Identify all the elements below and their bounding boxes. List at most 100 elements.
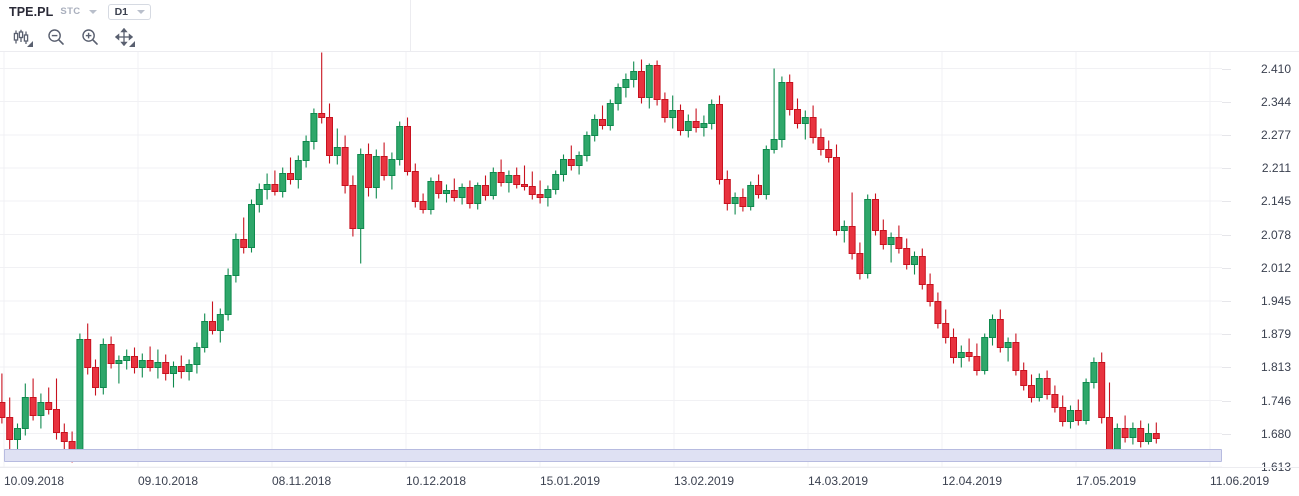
- candlestick: [29, 378, 37, 421]
- candlestick: [833, 144, 840, 236]
- candlestick: [794, 98, 801, 129]
- candlestick: [731, 192, 739, 215]
- candlestick: [365, 143, 372, 197]
- candlestick: [279, 167, 287, 198]
- price-tick-label: 1.879: [1260, 327, 1291, 341]
- timeframe-selector[interactable]: D1: [107, 3, 151, 20]
- date-tick-label: 12.04.2019: [942, 474, 1003, 488]
- candlestick: [357, 148, 365, 264]
- candlestick: [996, 309, 1004, 353]
- price-tick-dash: [1222, 68, 1231, 70]
- candlestick: [201, 313, 209, 353]
- candlestick: [528, 171, 536, 200]
- date-tick-label: 10.12.2018: [406, 474, 467, 488]
- candlestick: [443, 184, 450, 203]
- date-tick-label: 10.09.2018: [4, 474, 65, 488]
- symbol-label: TPE.PL: [9, 4, 54, 19]
- candlestick: [903, 238, 911, 270]
- candlestick: [513, 167, 521, 189]
- pan-move-icon[interactable]: [113, 26, 135, 48]
- candlestick: [53, 378, 60, 440]
- date-tick-label: 15.01.2019: [540, 474, 601, 488]
- candlestick: [700, 115, 708, 137]
- candlestick: [739, 188, 747, 212]
- candlestick: [583, 131, 591, 162]
- candlestick: [965, 338, 973, 362]
- price-tick-label: 1.813: [1260, 360, 1291, 374]
- candlestick: [1137, 420, 1145, 448]
- candlestick: [591, 114, 599, 142]
- candlestick: [123, 349, 131, 370]
- candlestick: [84, 323, 92, 375]
- candlestick: [716, 95, 723, 185]
- candlestick: [560, 154, 567, 182]
- candlestick: [326, 103, 333, 164]
- candlestick: [209, 301, 216, 335]
- candlestick: [552, 170, 560, 195]
- candlestick: [1082, 378, 1090, 425]
- candlestick: [193, 342, 201, 374]
- candlestick: [1090, 357, 1098, 389]
- toolbar-divider: [0, 51, 1299, 52]
- candlestick: [1129, 422, 1137, 445]
- chart-header: TPE.PL STC D1: [0, 0, 1299, 23]
- candlestick: [450, 178, 458, 202]
- candlestick: [864, 194, 872, 279]
- date-axis-line: [0, 467, 1299, 468]
- candlestick: [341, 135, 349, 194]
- candlestick: [645, 63, 653, 109]
- candlestick: [840, 220, 848, 243]
- chart-toolbar: [0, 23, 1299, 51]
- zoom-out-icon[interactable]: [45, 26, 67, 48]
- candlestick: [474, 182, 482, 210]
- candlestick: [942, 309, 950, 344]
- chart-plot-area[interactable]: [0, 52, 1222, 467]
- candlestick: [770, 68, 778, 154]
- candlestick: [661, 92, 669, 123]
- candlestick: [37, 393, 45, 429]
- candlestick: [388, 152, 396, 190]
- candlestick: [435, 174, 443, 199]
- candlestick: [622, 73, 630, 98]
- candlestick: [684, 114, 692, 138]
- candlestick-series: [0, 52, 1160, 463]
- price-tick-dash: [1222, 334, 1231, 335]
- price-tick-label: 2.344: [1260, 94, 1291, 109]
- chart-type-candlestick-icon[interactable]: [11, 26, 33, 48]
- candlestick: [1012, 333, 1020, 376]
- candlestick: [1098, 352, 1106, 424]
- date-tick-label: 13.02.2019: [674, 474, 735, 488]
- candlestick: [380, 142, 388, 181]
- source-chevron-down-icon[interactable]: [88, 9, 97, 14]
- candlestick: [848, 192, 856, 260]
- price-axis[interactable]: 2.410 2.344 2.277 2.211 2.145 2.078 2.012 1.945…: [1222, 52, 1299, 474]
- price-tick-dash: [1222, 234, 1231, 236]
- candlestick: [138, 353, 146, 378]
- candlestick: [263, 173, 271, 200]
- candlestick: [1051, 385, 1059, 413]
- candlestick: [216, 308, 224, 343]
- candlestick: [1106, 382, 1113, 456]
- candlestick: [521, 165, 528, 191]
- price-tick-dash: [1222, 201, 1231, 202]
- zoom-in-icon[interactable]: [79, 26, 101, 48]
- horizontal-scrollbar[interactable]: [4, 449, 1222, 462]
- candlestick: [1121, 415, 1129, 443]
- candlestick: [872, 193, 879, 236]
- candlestick: [162, 354, 170, 381]
- candlestick: [154, 349, 162, 379]
- candlestick: [310, 108, 318, 150]
- pan-caret-icon: [129, 41, 135, 47]
- candlestick: [458, 183, 466, 205]
- candlestick: [606, 99, 614, 131]
- price-tick-dash: [1222, 267, 1231, 269]
- candlestick: [630, 61, 638, 88]
- date-axis: 10.09.2018 09.10.2018 08.11.2018 10.12.2018…: [0, 467, 1299, 496]
- candlestick: [599, 105, 606, 130]
- candlestick: [318, 52, 326, 124]
- candlestick: [76, 333, 84, 460]
- candlestick: [92, 359, 99, 396]
- price-tick-label: 2.145: [1260, 194, 1291, 208]
- price-tick-label: 2.410: [1260, 61, 1291, 76]
- candlestick: [762, 145, 770, 200]
